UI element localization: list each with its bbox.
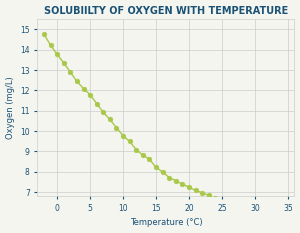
X-axis label: Temperature (°C): Temperature (°C) xyxy=(130,219,202,227)
Y-axis label: Oxygen (mg/L): Oxygen (mg/L) xyxy=(6,76,15,139)
Title: SOLUBIILTY OF OXYGEN WITH TEMPERATURE: SOLUBIILTY OF OXYGEN WITH TEMPERATURE xyxy=(44,6,288,16)
